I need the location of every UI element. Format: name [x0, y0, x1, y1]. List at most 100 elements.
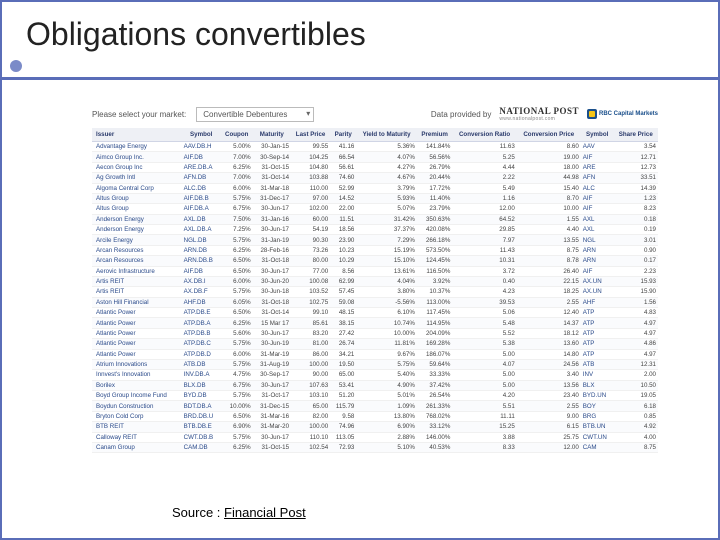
symbol-cell[interactable]: BOY — [581, 401, 614, 411]
symbol-cell[interactable]: NGL — [581, 235, 614, 245]
symbol-cell[interactable]: ATP.DB.E — [182, 308, 221, 318]
symbol-cell[interactable]: ARN.DB.B — [182, 256, 221, 266]
symbol-cell[interactable]: AX.UN — [581, 287, 614, 297]
issuer-cell[interactable]: Atlantic Power — [92, 349, 182, 359]
issuer-cell[interactable]: Anderson Energy — [92, 225, 182, 235]
symbol-cell[interactable]: INV — [581, 370, 614, 380]
symbol-cell[interactable]: ALC — [581, 183, 614, 193]
issuer-cell[interactable]: Arcan Resources — [92, 245, 182, 255]
issuer-cell[interactable]: Atrium Innovations — [92, 359, 182, 369]
issuer-cell[interactable]: Aimco Group Inc. — [92, 152, 182, 162]
col-header[interactable]: Yield to Maturity — [356, 128, 417, 142]
symbol-cell[interactable]: AFN.DB — [182, 173, 221, 183]
issuer-cell[interactable]: Boyd Group Income Fund — [92, 391, 182, 401]
col-header[interactable]: Conversion Price — [517, 128, 581, 142]
col-header[interactable]: Coupon — [221, 128, 253, 142]
symbol-cell[interactable]: BLX.DB — [182, 380, 221, 390]
symbol-cell[interactable]: BRD.DB.U — [182, 411, 221, 421]
symbol-cell[interactable]: AXL — [581, 214, 614, 224]
symbol-cell[interactable]: AIF.DB — [182, 266, 221, 276]
issuer-cell[interactable]: Boydun Construction — [92, 401, 182, 411]
symbol-cell[interactable]: AIF — [581, 152, 614, 162]
issuer-cell[interactable]: Artis REIT — [92, 287, 182, 297]
symbol-cell[interactable]: ATB.DB — [182, 359, 221, 369]
symbol-cell[interactable]: AIF — [581, 266, 614, 276]
symbol-cell[interactable]: AIF.DB.A — [182, 204, 221, 214]
issuer-cell[interactable]: Ag Growth Intl — [92, 173, 182, 183]
issuer-cell[interactable]: Aerovic Infrastructure — [92, 266, 182, 276]
issuer-cell[interactable]: Arcan Resources — [92, 256, 182, 266]
symbol-cell[interactable]: AX.DB.F — [182, 287, 221, 297]
col-header[interactable]: Issuer — [92, 128, 182, 142]
symbol-cell[interactable]: BRG — [581, 411, 614, 421]
symbol-cell[interactable]: AIF — [581, 204, 614, 214]
symbol-cell[interactable]: AIF — [581, 193, 614, 203]
symbol-cell[interactable]: ATP.DB.B — [182, 328, 221, 338]
col-header[interactable]: Last Price — [291, 128, 330, 142]
col-header[interactable]: Share Price — [614, 128, 658, 142]
symbol-cell[interactable]: ARN — [581, 245, 614, 255]
issuer-cell[interactable]: Bryton Cold Corp — [92, 411, 182, 421]
symbol-cell[interactable]: AHF — [581, 297, 614, 307]
symbol-cell[interactable]: AHF.DB — [182, 297, 221, 307]
issuer-cell[interactable]: Altus Group — [92, 204, 182, 214]
symbol-cell[interactable]: BLX — [581, 380, 614, 390]
symbol-cell[interactable]: ARN — [581, 256, 614, 266]
issuer-cell[interactable]: Artis REIT — [92, 276, 182, 286]
col-header[interactable]: Symbol — [182, 128, 221, 142]
issuer-cell[interactable]: BTB REIT — [92, 422, 182, 432]
symbol-cell[interactable]: AXL.DB.A — [182, 225, 221, 235]
issuer-cell[interactable]: Canam Group — [92, 442, 182, 452]
symbol-cell[interactable]: AX.DB.I — [182, 276, 221, 286]
issuer-cell[interactable]: Atlantic Power — [92, 339, 182, 349]
symbol-cell[interactable]: AIF.DB.B — [182, 193, 221, 203]
symbol-cell[interactable]: BYD.UN — [581, 391, 614, 401]
symbol-cell[interactable]: AAV — [581, 142, 614, 152]
market-select[interactable]: Convertible Debentures — [196, 107, 314, 122]
symbol-cell[interactable]: ATP.DB.C — [182, 339, 221, 349]
issuer-cell[interactable]: Arcile Energy — [92, 235, 182, 245]
symbol-cell[interactable]: INV.DB.A — [182, 370, 221, 380]
symbol-cell[interactable]: BYD.DB — [182, 391, 221, 401]
symbol-cell[interactable]: ARE.DB.A — [182, 162, 221, 172]
symbol-cell[interactable]: ARN.DB — [182, 245, 221, 255]
issuer-cell[interactable]: Atlantic Power — [92, 328, 182, 338]
issuer-cell[interactable]: Algoma Central Corp — [92, 183, 182, 193]
symbol-cell[interactable]: NGL.DB — [182, 235, 221, 245]
issuer-cell[interactable]: Anderson Energy — [92, 214, 182, 224]
issuer-cell[interactable]: Aston Hill Financial — [92, 297, 182, 307]
symbol-cell[interactable]: CAM — [581, 442, 614, 452]
symbol-cell[interactable]: CAM.DB — [182, 442, 221, 452]
symbol-cell[interactable]: AFN — [581, 173, 614, 183]
symbol-cell[interactable]: CWT.DB.B — [182, 432, 221, 442]
symbol-cell[interactable]: CWT.UN — [581, 432, 614, 442]
symbol-cell[interactable]: ATP — [581, 339, 614, 349]
issuer-cell[interactable]: Atlantic Power — [92, 308, 182, 318]
symbol-cell[interactable]: ALC.DB — [182, 183, 221, 193]
col-header[interactable]: Premium — [417, 128, 453, 142]
symbol-cell[interactable]: AAV.DB.H — [182, 142, 221, 152]
symbol-cell[interactable]: AX.UN — [581, 276, 614, 286]
issuer-cell[interactable]: Atlantic Power — [92, 318, 182, 328]
symbol-cell[interactable]: AXL.DB — [182, 214, 221, 224]
symbol-cell[interactable]: ATP — [581, 349, 614, 359]
symbol-cell[interactable]: ATP.DB.A — [182, 318, 221, 328]
symbol-cell[interactable]: ATP.DB.D — [182, 349, 221, 359]
symbol-cell[interactable]: AXL — [581, 225, 614, 235]
issuer-cell[interactable]: Innvest's Innovation — [92, 370, 182, 380]
issuer-cell[interactable]: Calloway REIT — [92, 432, 182, 442]
symbol-cell[interactable]: ATP — [581, 328, 614, 338]
symbol-cell[interactable]: ARE — [581, 162, 614, 172]
issuer-cell[interactable]: Advantage Energy — [92, 142, 182, 152]
col-header[interactable]: Conversion Ratio — [452, 128, 516, 142]
symbol-cell[interactable]: BTB.UN — [581, 422, 614, 432]
issuer-cell[interactable]: Aecon Group Inc — [92, 162, 182, 172]
issuer-cell[interactable]: Borilex — [92, 380, 182, 390]
symbol-cell[interactable]: BTB.DB.E — [182, 422, 221, 432]
col-header[interactable]: Symbol — [581, 128, 614, 142]
col-header[interactable]: Maturity — [253, 128, 291, 142]
issuer-cell[interactable]: Altus Group — [92, 193, 182, 203]
symbol-cell[interactable]: ATB — [581, 359, 614, 369]
source-link[interactable]: Financial Post — [224, 505, 306, 520]
col-header[interactable]: Parity — [330, 128, 356, 142]
